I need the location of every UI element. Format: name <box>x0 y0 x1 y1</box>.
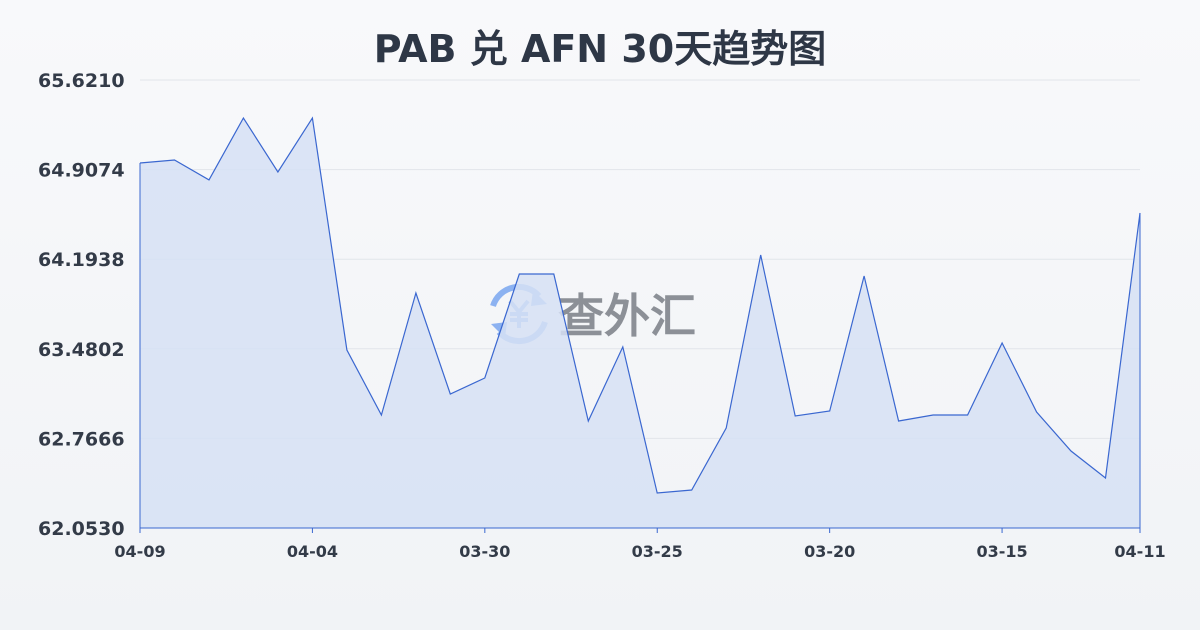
chart-title: PAB 兑 AFN 30天趋势图 <box>373 27 827 71</box>
y-tick-label: 62.7666 <box>38 428 125 450</box>
y-tick-label: 63.4802 <box>38 339 125 361</box>
y-axis-ticks: 65.6210 64.9074 64.1938 63.4802 62.7666 62.05… <box>38 70 125 540</box>
y-tick-label: 64.1938 <box>38 249 125 271</box>
x-tick-label: 03-15 <box>976 542 1027 561</box>
x-tick-label: 03-25 <box>632 542 683 561</box>
area-fill <box>140 118 1140 528</box>
y-tick-label: 62.0530 <box>38 518 125 540</box>
x-tick-label: 03-30 <box>459 542 510 561</box>
x-axis-ticks: 04-09 04-04 03-30 03-25 03-20 03-15 04-11 <box>114 528 1166 561</box>
y-tick-label: 64.9074 <box>38 160 125 182</box>
series-line <box>139 116 1141 494</box>
y-tick-label: 65.6210 <box>38 70 125 92</box>
x-tick-label: 04-09 <box>114 542 165 561</box>
data-points <box>139 117 1141 528</box>
watermark-text: 查外汇 <box>558 289 696 343</box>
x-tick-label: 03-20 <box>804 542 855 561</box>
x-tick-label: 04-04 <box>287 542 338 561</box>
x-tick-label: 04-11 <box>1114 542 1165 561</box>
